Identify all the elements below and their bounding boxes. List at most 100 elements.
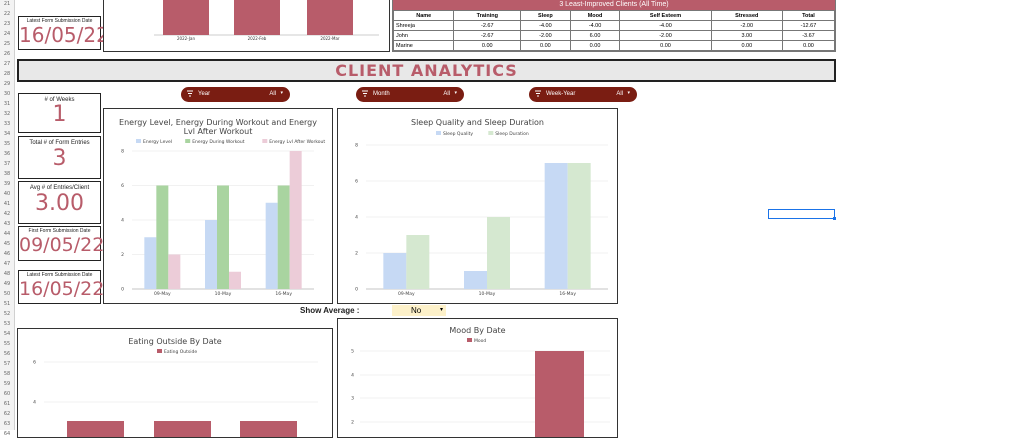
table-cell: -4.00 — [569, 20, 621, 31]
bar — [535, 351, 584, 437]
row-number[interactable]: 43 — [3, 221, 11, 227]
row-number[interactable]: 35 — [3, 141, 11, 147]
table-cell: 0.00 — [453, 40, 522, 51]
row-number[interactable]: 30 — [3, 91, 11, 97]
kpi-label: Total # of Form Entries — [29, 140, 90, 146]
bar — [67, 421, 124, 437]
row-number[interactable]: 29 — [3, 81, 11, 87]
y-tick-label: 5 — [351, 349, 354, 355]
row-number[interactable]: 49 — [3, 281, 11, 287]
row-number[interactable]: 53 — [3, 321, 11, 327]
filter-week-year[interactable]: Week-Year All ▾ — [529, 87, 637, 102]
fill-handle[interactable] — [833, 217, 836, 220]
row-number[interactable]: 57 — [3, 361, 11, 367]
x-tick-label: 10-May — [215, 291, 232, 297]
legend-swatch — [467, 338, 472, 342]
bar — [229, 271, 241, 289]
row-number[interactable]: 32 — [3, 111, 11, 117]
kpi-value: 3 — [52, 146, 67, 171]
bar — [240, 421, 297, 437]
x-tick-label: 16-May — [275, 291, 292, 297]
energy-chart: Energy Level, Energy During Workout and … — [103, 108, 333, 304]
row-number[interactable]: 58 — [3, 371, 11, 377]
row-number[interactable]: 55 — [3, 341, 11, 347]
filter-value: All — [269, 91, 276, 97]
y-tick-label: 4 — [121, 218, 124, 224]
row-number[interactable]: 39 — [3, 181, 11, 187]
filter-icon — [361, 90, 369, 100]
filter-value: All — [443, 91, 450, 97]
filter-year[interactable]: Year All ▾ — [181, 87, 290, 102]
least-improved-title: 3 Least-Improved Clients (All Time) — [393, 0, 835, 10]
row-number[interactable]: 27 — [3, 61, 11, 67]
row-number[interactable]: 36 — [3, 151, 11, 157]
chevron-down-icon: ▾ — [454, 90, 457, 96]
table-cell: 0.00 — [520, 40, 571, 51]
row-number[interactable]: 24 — [3, 31, 11, 37]
row-number[interactable]: 62 — [3, 411, 11, 417]
row-number[interactable]: 34 — [3, 131, 11, 137]
y-tick-label: 4 — [351, 373, 354, 379]
table-cell: John — [392, 30, 455, 41]
x-tick-label: 16-May — [559, 291, 576, 297]
row-number[interactable]: 31 — [3, 101, 11, 107]
row-number[interactable]: 51 — [3, 301, 11, 307]
kpi-label: Avg # of Entries/Client — [29, 185, 90, 191]
row-number[interactable]: 22 — [3, 11, 11, 17]
row-number[interactable]: 21 — [3, 1, 11, 7]
x-tick-label: 10-May — [479, 291, 496, 297]
row-number[interactable]: 47 — [3, 261, 11, 267]
row-number[interactable]: 63 — [3, 421, 11, 427]
kpi-value: 09/05/22 — [19, 234, 105, 256]
filter-label: Week-Year — [546, 91, 576, 97]
filter-label: Year — [198, 91, 211, 97]
filter-month[interactable]: Month All ▾ — [356, 87, 464, 102]
row-number[interactable]: 38 — [3, 171, 11, 177]
row-number[interactable]: 48 — [3, 271, 11, 277]
bar — [154, 421, 211, 437]
table-row: John -2.67 -2.00 6.00 -2.00 3.00 -3.67 — [392, 30, 836, 41]
table-cell: 0.00 — [710, 40, 783, 51]
y-tick-label: 6 — [33, 360, 36, 366]
row-number[interactable]: 25 — [3, 41, 11, 47]
x-tick-label: 09-May — [398, 291, 415, 297]
bar — [277, 185, 290, 289]
y-tick-label: 2 — [355, 251, 358, 257]
row-number[interactable]: 59 — [3, 381, 11, 387]
row-number[interactable]: 33 — [3, 121, 11, 127]
row-number[interactable]: 61 — [3, 401, 11, 407]
kpi-value: 16/05/22 — [19, 23, 109, 47]
legend-label: Eating Outside — [164, 349, 197, 355]
mood-chart: Mood By Date Mood 2 3 4 5 — [337, 318, 618, 438]
row-number-gutter: 21 22 23 24 25 26 27 28 29 30 31 32 33 34 35 36 37 38 39 40… — [0, 0, 15, 437]
show-average-select[interactable]: No ▾ — [392, 305, 446, 316]
kpi-value: 3.00 — [35, 191, 84, 216]
kpi-value: 1 — [52, 102, 67, 127]
legend-swatch — [488, 131, 494, 135]
row-number[interactable]: 56 — [3, 351, 11, 357]
selected-cell[interactable] — [768, 209, 835, 219]
row-number[interactable]: 45 — [3, 241, 11, 247]
row-number[interactable]: 42 — [3, 211, 11, 217]
y-tick-label: 3 — [351, 396, 354, 402]
row-number[interactable]: 26 — [3, 51, 11, 57]
row-number[interactable]: 44 — [3, 231, 11, 237]
row-number[interactable]: 37 — [3, 161, 11, 167]
table-cell: -4.00 — [619, 20, 712, 31]
row-number[interactable]: 60 — [3, 391, 11, 397]
section-header: CLIENT ANALYTICS — [17, 59, 836, 82]
row-number[interactable]: 50 — [3, 291, 11, 297]
bar — [487, 217, 510, 289]
row-number[interactable]: 46 — [3, 251, 11, 257]
table-row: Shreeja -2.67 -4.00 -4.00 -4.00 -2.00 -12.67 — [392, 20, 836, 31]
chevron-down-icon: ▾ — [439, 307, 443, 313]
legend-label: Energy During Workout — [192, 139, 245, 145]
row-number[interactable]: 54 — [3, 331, 11, 337]
row-number[interactable]: 28 — [3, 71, 11, 77]
row-number[interactable]: 52 — [3, 311, 11, 317]
bar — [144, 237, 157, 289]
row-number[interactable]: 64 — [3, 431, 11, 437]
row-number[interactable]: 23 — [3, 21, 11, 27]
row-number[interactable]: 41 — [3, 201, 11, 207]
row-number[interactable]: 40 — [3, 191, 11, 197]
